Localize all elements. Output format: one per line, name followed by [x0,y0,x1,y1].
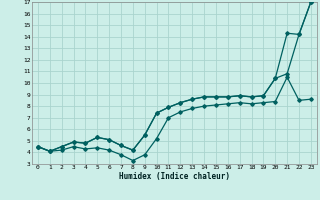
X-axis label: Humidex (Indice chaleur): Humidex (Indice chaleur) [119,172,230,181]
